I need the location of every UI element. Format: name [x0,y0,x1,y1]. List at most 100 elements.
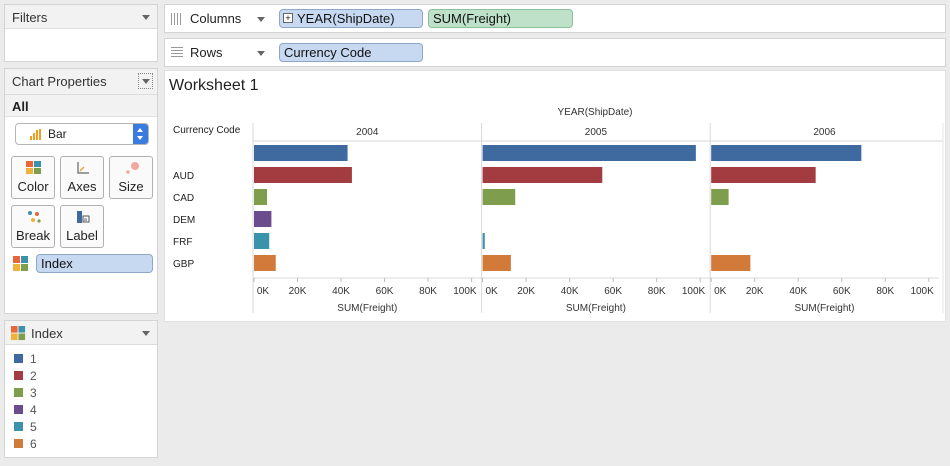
tick-label: 20K [517,286,535,297]
columns-shelf: Columns + YEAR(ShipDate) SUM(Freight) [164,4,946,33]
filters-title: Filters [12,10,48,25]
color-field-pill[interactable]: Index [36,254,153,273]
chart-properties-menu-button[interactable] [138,73,153,89]
bar [254,167,352,183]
bar [254,145,348,161]
color-button[interactable]: Color [11,156,55,199]
bar [254,233,270,249]
tick-label: 100K [682,286,706,297]
legend-swatch [14,439,23,448]
legend-header: Index [5,321,157,345]
columns-grip-icon [171,13,181,25]
label-button[interactable]: a Label [60,205,104,248]
legend-label: 2 [30,369,37,383]
tick-label: 20K [289,286,307,297]
label-icon: a [77,211,90,223]
worksheet: Worksheet 1 YEAR(ShipDate) Currency Code A… [164,70,946,322]
bar [482,145,696,161]
x-axis-label: SUM(Freight) [337,303,397,314]
bar [711,255,751,271]
filters-menu-icon[interactable] [142,15,150,20]
panel-header: 2005 [585,127,608,138]
row-label: DEM [173,215,195,226]
break-icon [28,211,41,223]
axes-button[interactable]: Axes [60,156,104,199]
color-icon [26,161,41,174]
tick-label: 0K [257,286,270,297]
legend-swatch [14,354,23,363]
color-encoding-icon [13,256,28,271]
x-axis-label: SUM(Freight) [566,303,626,314]
svg-text:a: a [84,217,87,223]
bar [482,189,516,205]
legend-label: 3 [30,386,37,400]
tick-label: 40K [789,286,807,297]
tick-label: 60K [604,286,622,297]
bar-chart: YEAR(ShipDate) Currency Code AUD CAD DEM FRF G… [173,107,944,314]
rows-shelf: Rows Currency Code [164,38,946,67]
columns-label: Columns [190,11,242,26]
legend-swatch [14,422,23,431]
mark-type-select[interactable]: Bar [15,123,149,145]
mark-type-label: Bar [48,127,67,141]
row-label: FRF [173,237,192,248]
columns-menu-icon[interactable] [257,17,265,22]
tick-label: 60K [376,286,394,297]
legend-swatch [14,388,23,397]
break-button[interactable]: Break [11,205,55,248]
bar [711,145,862,161]
chart-properties-header: Chart Properties [5,69,157,95]
expand-plus-icon[interactable]: + [283,13,293,23]
panel-header: 2006 [813,127,836,138]
bar [254,189,268,205]
marks-all-row[interactable]: All [5,95,157,117]
rows-label: Rows [190,45,223,60]
bar [711,189,729,205]
chart-properties-panel: Chart Properties All Bar Color A [4,68,158,314]
rows-grip-icon [171,47,183,57]
row-header-title: Currency Code [173,125,241,136]
index-legend-panel: Index 1 2 3 4 5 6 [4,320,158,458]
row-label: CAD [173,193,194,204]
tick-label: 20K [746,286,764,297]
column-pill-freight[interactable]: SUM(Freight) [428,9,573,28]
size-button[interactable]: Size [109,156,153,199]
filters-header: Filters [5,5,157,29]
legend-color-icon [11,326,26,341]
legend-menu-icon[interactable] [142,331,150,336]
tick-label: 60K [833,286,851,297]
tick-label: 0K [485,286,498,297]
bar [254,211,272,227]
column-header-title: YEAR(ShipDate) [557,107,632,118]
size-button-label: Size [118,179,144,194]
break-button-label: Break [16,228,50,243]
color-button-label: Color [17,179,49,194]
chart-properties-title: Chart Properties [12,74,107,89]
bar [482,255,511,271]
bar-chart-icon [30,129,44,140]
worksheet-title: Worksheet 1 [169,77,259,94]
legend-label: 4 [30,403,37,417]
size-icon [126,162,139,174]
chevron-down-icon [142,79,150,84]
filters-panel: Filters [4,4,158,62]
column-pill-year[interactable]: + YEAR(ShipDate) [279,9,423,28]
tick-label: 40K [561,286,579,297]
axes-icon [77,162,89,174]
legend-swatch [14,371,23,380]
legend-label: 5 [30,420,37,434]
marks-all-label: All [12,99,29,114]
bar [482,167,603,183]
x-axis-label: SUM(Freight) [794,303,854,314]
row-pill-currency[interactable]: Currency Code [279,43,423,62]
tick-label: 0K [714,286,727,297]
tick-label: 100K [910,286,934,297]
mark-type-stepper-icon[interactable] [133,124,148,144]
row-label: GBP [173,259,194,270]
row-label: AUD [173,171,194,182]
tick-label: 100K [453,286,477,297]
legend-label: 1 [30,352,37,366]
bar [482,233,485,249]
legend-label: 6 [30,437,37,451]
rows-menu-icon[interactable] [257,51,265,56]
